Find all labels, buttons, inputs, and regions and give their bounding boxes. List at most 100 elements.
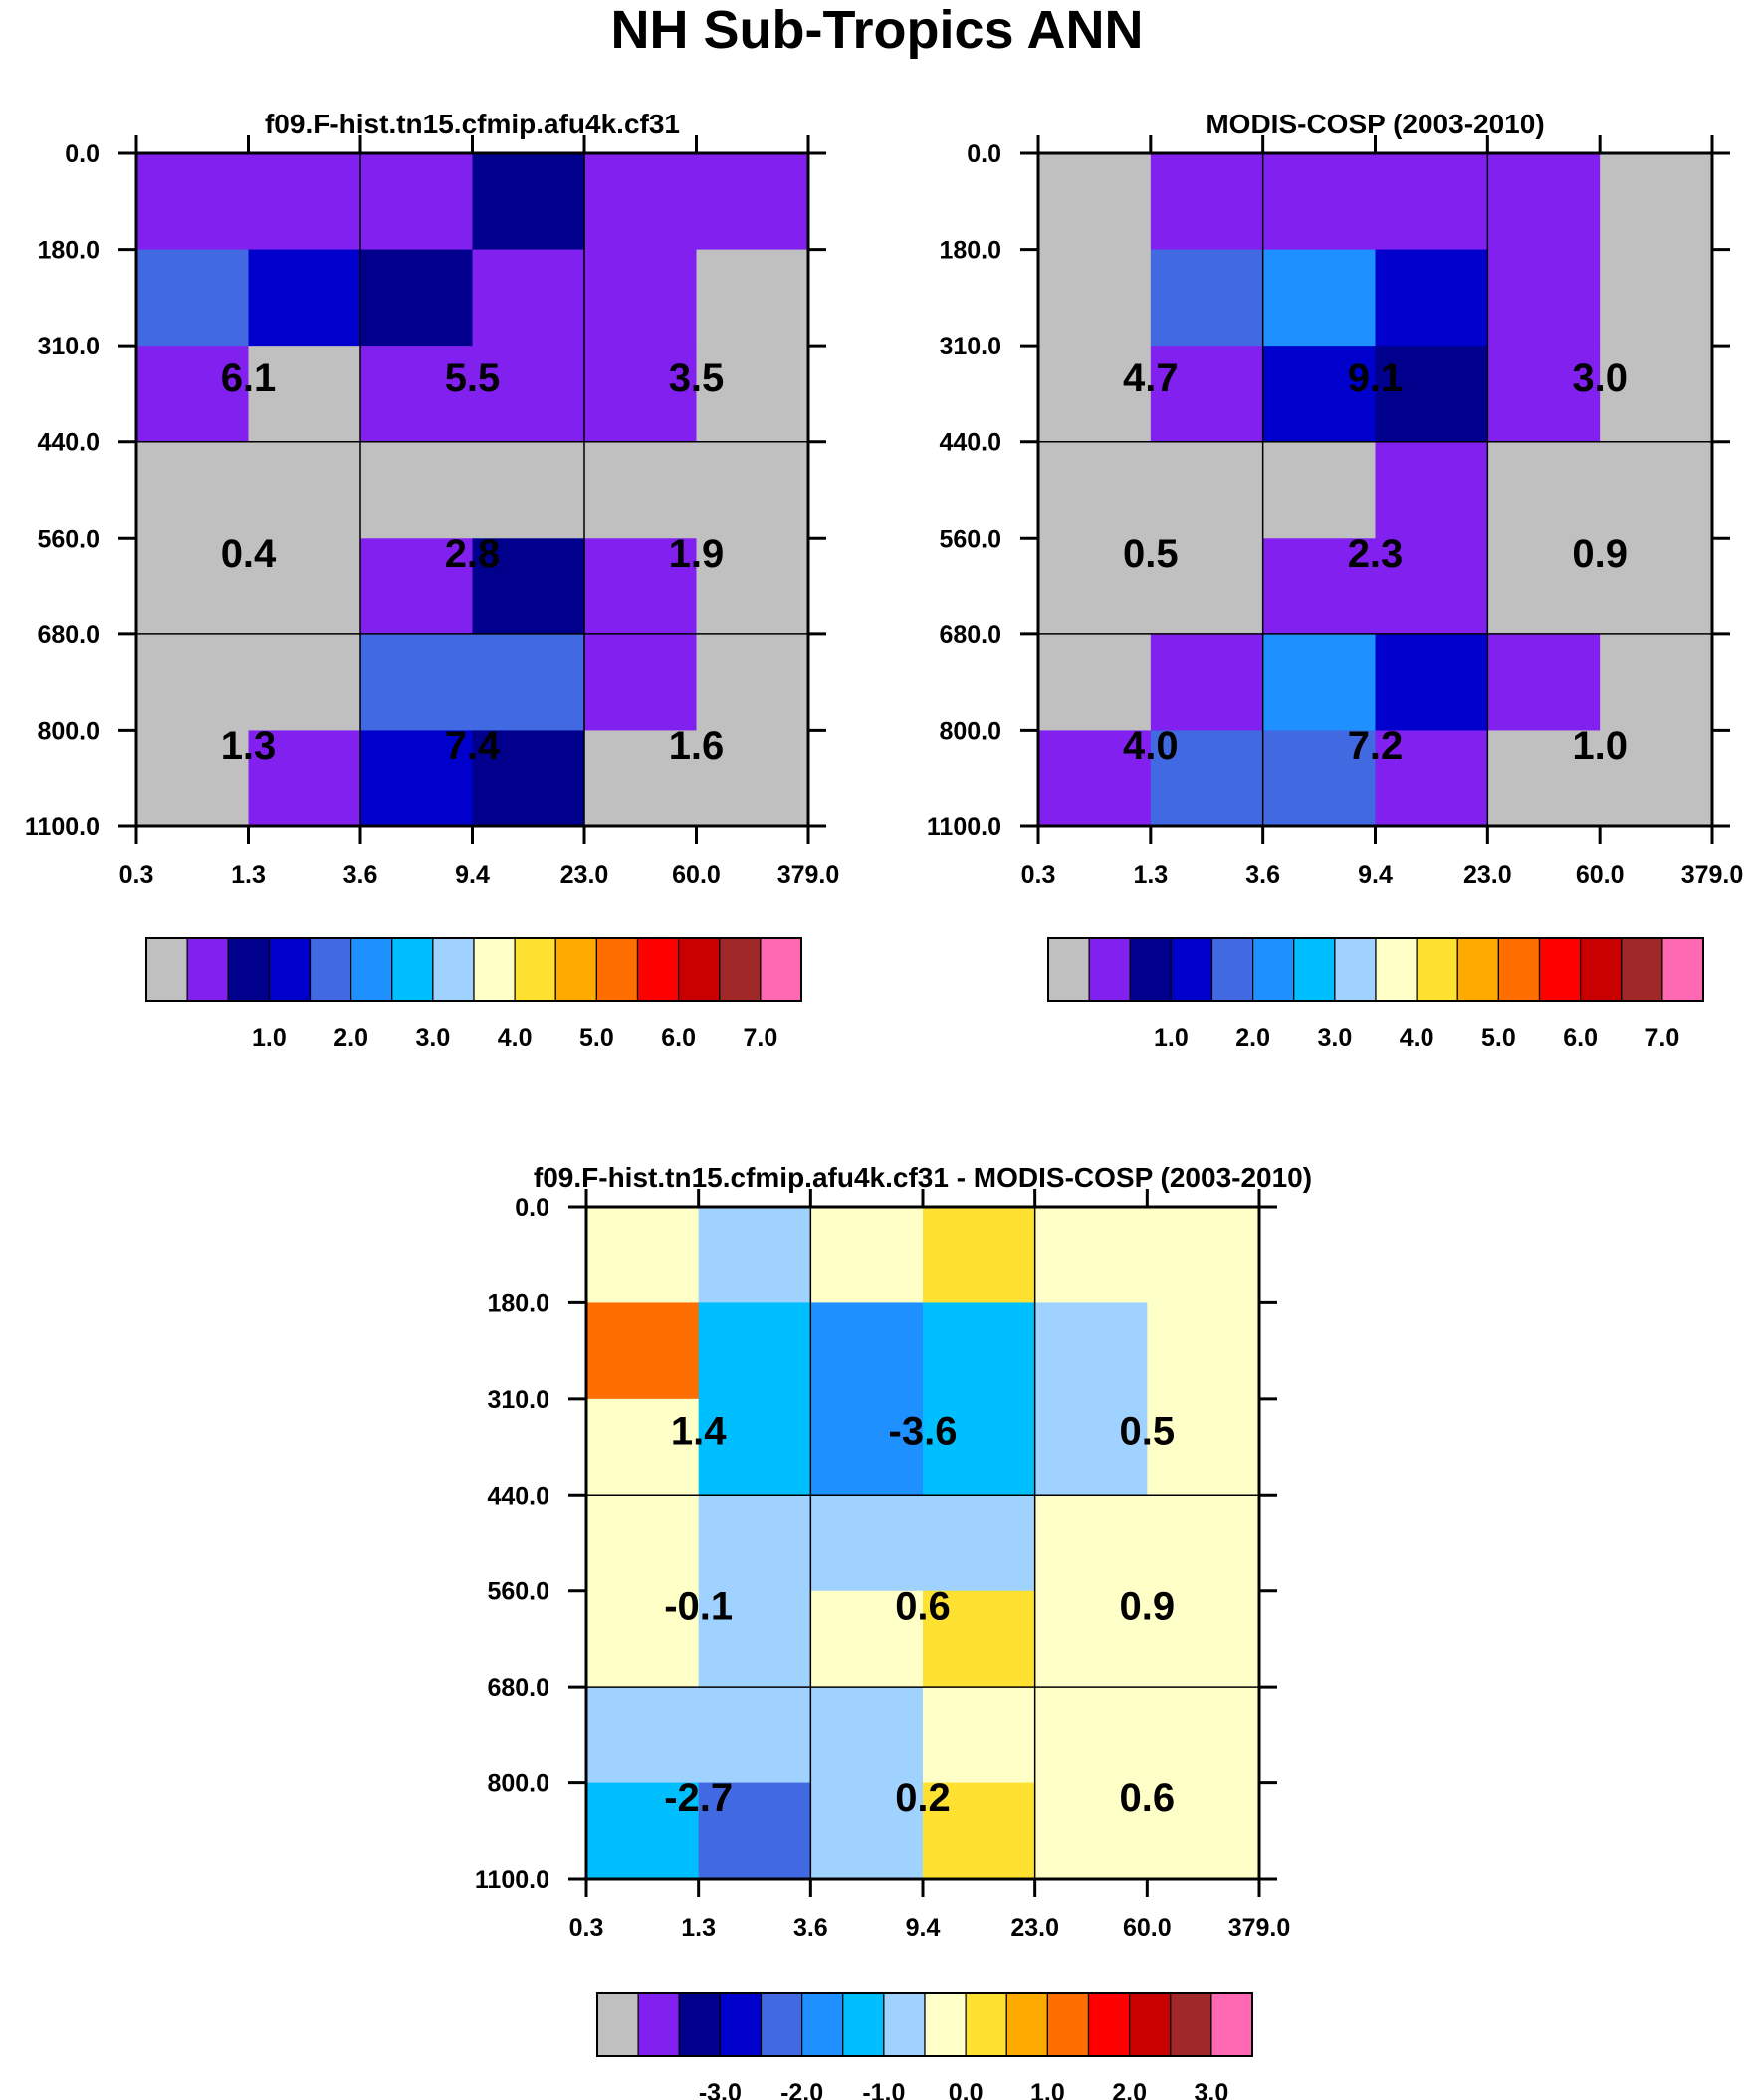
obs-cell [1038,538,1152,635]
obs-cell [1262,441,1377,539]
model-cell [360,346,474,443]
obs-cell [1262,633,1377,732]
diff-cell [810,1207,924,1304]
obs-x-tick-label: 0.3 [1021,861,1056,889]
model-colorbar-label: 5.0 [579,1024,614,1051]
model-y-tick-label: 310.0 [37,333,100,360]
diff-x-tick-label: 0.3 [569,1914,604,1942]
diff-colorbar-label: 2.0 [1112,2079,1147,2100]
diff-cell [586,1398,700,1496]
obs-colorbar-swatch [1580,937,1623,1002]
obs-box-value: 9.1 [1348,356,1404,400]
obs-cell [1600,153,1713,251]
model-colorbar-label: 3.0 [415,1024,450,1051]
obs-cell [1375,730,1488,827]
model-box-value: 0.4 [221,532,277,576]
model-cell [360,441,474,539]
diff-colorbar-swatch [678,1992,721,2057]
obs-y-tick-label: 310.0 [939,333,1001,360]
diff-cell [1034,1207,1148,1304]
obs-cell [1375,538,1488,635]
obs-cell [1262,730,1377,827]
diff-box-value: 0.6 [895,1584,951,1628]
model-colorbar-label: 1.0 [252,1024,287,1051]
obs-colorbar-label: 6.0 [1563,1024,1598,1051]
obs-cell [1150,249,1264,347]
model-x-tick-label: 1.3 [231,861,266,889]
diff-colorbar-swatch [801,1992,844,2057]
obs-x-tick-label: 379.0 [1681,861,1744,889]
obs-cell [1038,249,1152,347]
diff-cell [1147,1398,1260,1496]
model-colorbar-label: 7.0 [743,1024,777,1051]
model-cell [472,538,585,635]
diff-cell [810,1687,924,1784]
model-box-value: 6.1 [221,356,277,400]
model-box-value: 1.6 [669,724,725,768]
diff-colorbar-swatch [637,1992,680,2057]
diff-colorbar-swatch [760,1992,803,2057]
model-box-value: 5.5 [445,356,501,400]
diff-colorbar-label: 1.0 [1030,2079,1065,2100]
model-cell [248,249,361,347]
obs-box-value: 3.0 [1572,356,1628,400]
obs-cell [1600,730,1713,827]
obs-box-value: 4.7 [1123,356,1179,400]
diff-cell [1034,1687,1148,1784]
model-cell [696,633,809,732]
model-colorbar-swatch [595,937,639,1002]
model-colorbar-swatch [309,937,352,1002]
obs-cell [1375,249,1488,347]
model-colorbar-swatch [554,937,597,1002]
diff-y-tick-label: 800.0 [487,1770,549,1798]
diff-colorbar-label: 3.0 [1194,2079,1228,2100]
obs-cell [1487,441,1601,539]
obs-colorbar-swatch [1170,937,1213,1002]
obs-cell [1600,249,1713,347]
model-cell [248,153,361,251]
model-colorbar-label: 4.0 [498,1024,533,1051]
obs-cell [1038,346,1152,443]
diff-cell [810,1398,924,1496]
model-cell [472,633,585,732]
obs-box-value: 0.5 [1123,532,1179,576]
model-cell [136,249,250,347]
obs-cell [1487,633,1601,732]
model-cell [248,730,361,827]
model-colorbar-label: 2.0 [333,1024,368,1051]
model-panel-title: f09.F-hist.tn15.cfmip.afu4k.cf31 [265,109,680,139]
model-x-tick-label: 0.3 [119,861,154,889]
diff-cell [1147,1782,1260,1880]
model-y-tick-label: 560.0 [37,525,100,553]
obs-cell [1375,633,1488,732]
diff-cell [810,1495,924,1592]
obs-y-tick-label: 180.0 [939,237,1001,265]
obs-cell [1487,346,1601,443]
obs-cell [1600,441,1713,539]
obs-cell [1038,441,1152,539]
obs-y-tick-label: 680.0 [939,621,1001,649]
diff-box-value: 0.9 [1120,1584,1176,1628]
diff-cell [698,1302,811,1400]
model-cell [696,441,809,539]
diff-cell [923,1398,1036,1496]
diff-colorbar-swatch [1046,1992,1090,2057]
model-colorbar-swatch [227,937,270,1002]
obs-x-tick-label: 60.0 [1576,861,1625,889]
obs-cell [1262,346,1377,443]
model-colorbar-swatch [636,937,680,1002]
model-cell [136,538,250,635]
model-cell [584,153,698,251]
model-cell [584,346,698,443]
obs-panel-title: MODIS-COSP (2003-2010) [1206,109,1544,139]
diff-y-tick-label: 1100.0 [475,1866,549,1894]
obs-colorbar-swatch [1129,937,1172,1002]
obs-cell [1038,633,1152,732]
diff-box-value: 0.6 [1120,1776,1176,1820]
diff-colorbar-label: -2.0 [780,2079,823,2100]
diff-box-value: 0.2 [895,1776,951,1820]
diff-cell [923,1590,1036,1688]
model-cell [248,538,361,635]
diff-colorbar-label: 0.0 [949,2079,984,2100]
